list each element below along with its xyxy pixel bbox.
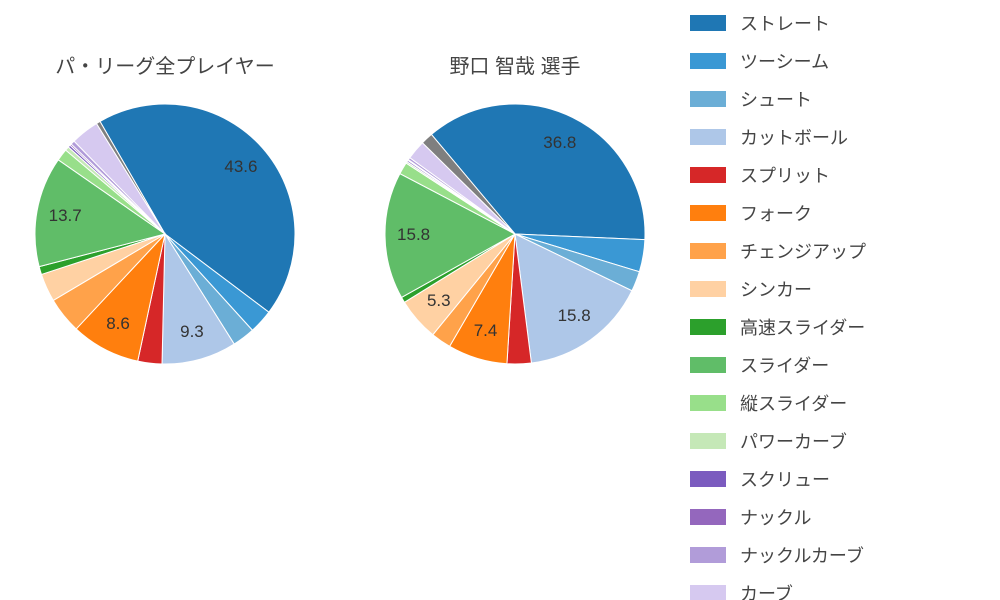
slice-value-label: 43.6 xyxy=(224,157,257,177)
chart-title: 野口 智哉 選手 xyxy=(449,50,580,79)
legend-item: カットボール xyxy=(690,124,866,150)
legend-swatch xyxy=(690,357,726,373)
slice-value-label: 13.7 xyxy=(49,206,82,226)
legend-label: 高速スライダー xyxy=(740,314,865,340)
slice-value-label: 15.8 xyxy=(397,225,430,245)
legend-swatch xyxy=(690,585,726,600)
legend-swatch xyxy=(690,433,726,449)
chart-block: パ・リーグ全プレイヤー 43.6 9.3 8.6 13.7 xyxy=(0,50,330,600)
legend-swatch xyxy=(690,471,726,487)
legend-label: パワーカーブ xyxy=(740,428,847,454)
legend-label: チェンジアップ xyxy=(740,238,866,264)
legend-item: 高速スライダー xyxy=(690,314,866,340)
legend-swatch xyxy=(690,167,726,183)
slice-value-label: 5.3 xyxy=(427,291,451,311)
legend: ストレートツーシームシュートカットボールスプリットフォークチェンジアップシンカー… xyxy=(680,0,866,600)
legend-item: シュート xyxy=(690,86,866,112)
slice-value-label: 8.6 xyxy=(106,314,130,334)
legend-item: カーブ xyxy=(690,580,866,600)
legend-item: スプリット xyxy=(690,162,866,188)
legend-label: カットボール xyxy=(740,124,848,150)
legend-label: スライダー xyxy=(740,352,829,378)
legend-label: フォーク xyxy=(740,200,812,226)
legend-label: カーブ xyxy=(740,580,793,600)
legend-label: ツーシーム xyxy=(740,48,829,74)
pie-chart: 36.8 15.8 7.4 5.3 15.8 xyxy=(385,104,645,364)
pie-chart: 43.6 9.3 8.6 13.7 xyxy=(35,104,295,364)
charts-area: パ・リーグ全プレイヤー 43.6 9.3 8.6 13.7 野口 智哉 選手 36.8 15.… xyxy=(0,0,680,600)
pie-svg xyxy=(35,104,295,364)
slice-value-label: 9.3 xyxy=(180,322,204,342)
slice-value-label: 36.8 xyxy=(543,133,576,153)
legend-swatch xyxy=(690,91,726,107)
legend-label: ナックルカーブ xyxy=(740,542,864,568)
legend-swatch xyxy=(690,243,726,259)
legend-swatch xyxy=(690,15,726,31)
legend-label: スプリット xyxy=(740,162,830,188)
legend-swatch xyxy=(690,53,726,69)
legend-label: 縦スライダー xyxy=(740,390,847,416)
chart-block: 野口 智哉 選手 36.8 15.8 7.4 5.3 15.8 xyxy=(350,50,680,600)
legend-swatch xyxy=(690,319,726,335)
legend-item: スクリュー xyxy=(690,466,866,492)
root: パ・リーグ全プレイヤー 43.6 9.3 8.6 13.7 野口 智哉 選手 36.8 15.… xyxy=(0,0,1000,600)
legend-item: フォーク xyxy=(690,200,866,226)
slice-value-label: 7.4 xyxy=(474,321,498,341)
legend-swatch xyxy=(690,547,726,563)
legend-item: シンカー xyxy=(690,276,866,302)
slice-value-label: 15.8 xyxy=(558,306,591,326)
legend-item: ナックル xyxy=(690,504,866,530)
legend-item: パワーカーブ xyxy=(690,428,866,454)
legend-swatch xyxy=(690,205,726,221)
legend-label: ナックル xyxy=(740,504,811,530)
legend-label: ストレート xyxy=(740,10,830,36)
legend-swatch xyxy=(690,129,726,145)
legend-item: スライダー xyxy=(690,352,866,378)
legend-label: スクリュー xyxy=(740,466,830,492)
legend-item: ストレート xyxy=(690,10,866,36)
legend-item: ツーシーム xyxy=(690,48,866,74)
legend-label: シュート xyxy=(740,86,812,112)
legend-label: シンカー xyxy=(740,276,812,302)
chart-title: パ・リーグ全プレイヤー xyxy=(55,50,274,79)
legend-item: チェンジアップ xyxy=(690,238,866,264)
legend-item: ナックルカーブ xyxy=(690,542,866,568)
legend-item: 縦スライダー xyxy=(690,390,866,416)
legend-swatch xyxy=(690,509,726,525)
legend-swatch xyxy=(690,281,726,297)
legend-swatch xyxy=(690,395,726,411)
